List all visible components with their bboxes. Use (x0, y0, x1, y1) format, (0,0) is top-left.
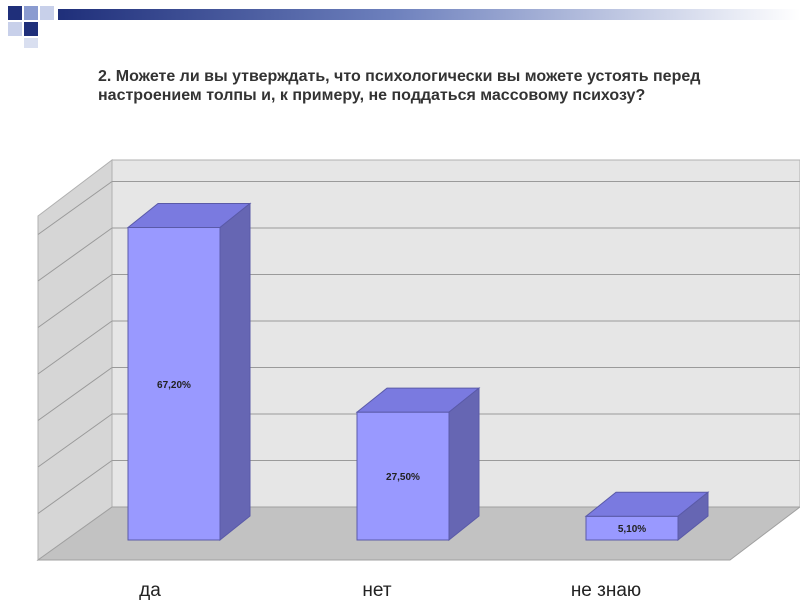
bar-side-face (219, 202, 251, 542)
header-decoration (8, 6, 800, 48)
gridline-side (37, 460, 113, 514)
gridline-side (37, 274, 113, 328)
header-square-light-1 (40, 6, 54, 20)
header-square-dark-1 (8, 6, 22, 20)
bars: 67,20% 27,50% 5,10% (126, 202, 710, 542)
bar-1: 67,20% (126, 202, 252, 542)
chart-side-wall (37, 158, 113, 561)
bar-side-face (677, 491, 709, 542)
category-labels: да нет не знаю (139, 580, 641, 600)
bar-side-face (448, 387, 480, 542)
gridline-side (37, 320, 113, 375)
gridline-side (37, 367, 113, 421)
header-square-mid-1 (24, 6, 38, 20)
data-label: 5,10% (618, 524, 646, 535)
category-label: не знаю (571, 580, 641, 600)
bar-2: 27,50% (355, 387, 481, 542)
bar-front-face (127, 227, 221, 541)
data-label: 67,20% (157, 380, 191, 391)
bar-3: 5,10% (584, 491, 710, 542)
header-square-light-3 (24, 38, 38, 48)
gridline-side (37, 181, 113, 235)
gridline-side (37, 413, 113, 468)
header-square-dark-2 (24, 22, 38, 36)
data-label: 27,50% (386, 472, 420, 483)
gridline-side (37, 227, 113, 282)
header-gradient-band (58, 9, 800, 20)
header-square-light-2 (8, 22, 22, 36)
category-label: да (139, 580, 161, 600)
chart-title: 2. Можете ли вы утверждать, что психолог… (98, 68, 701, 104)
category-label: нет (362, 580, 391, 600)
